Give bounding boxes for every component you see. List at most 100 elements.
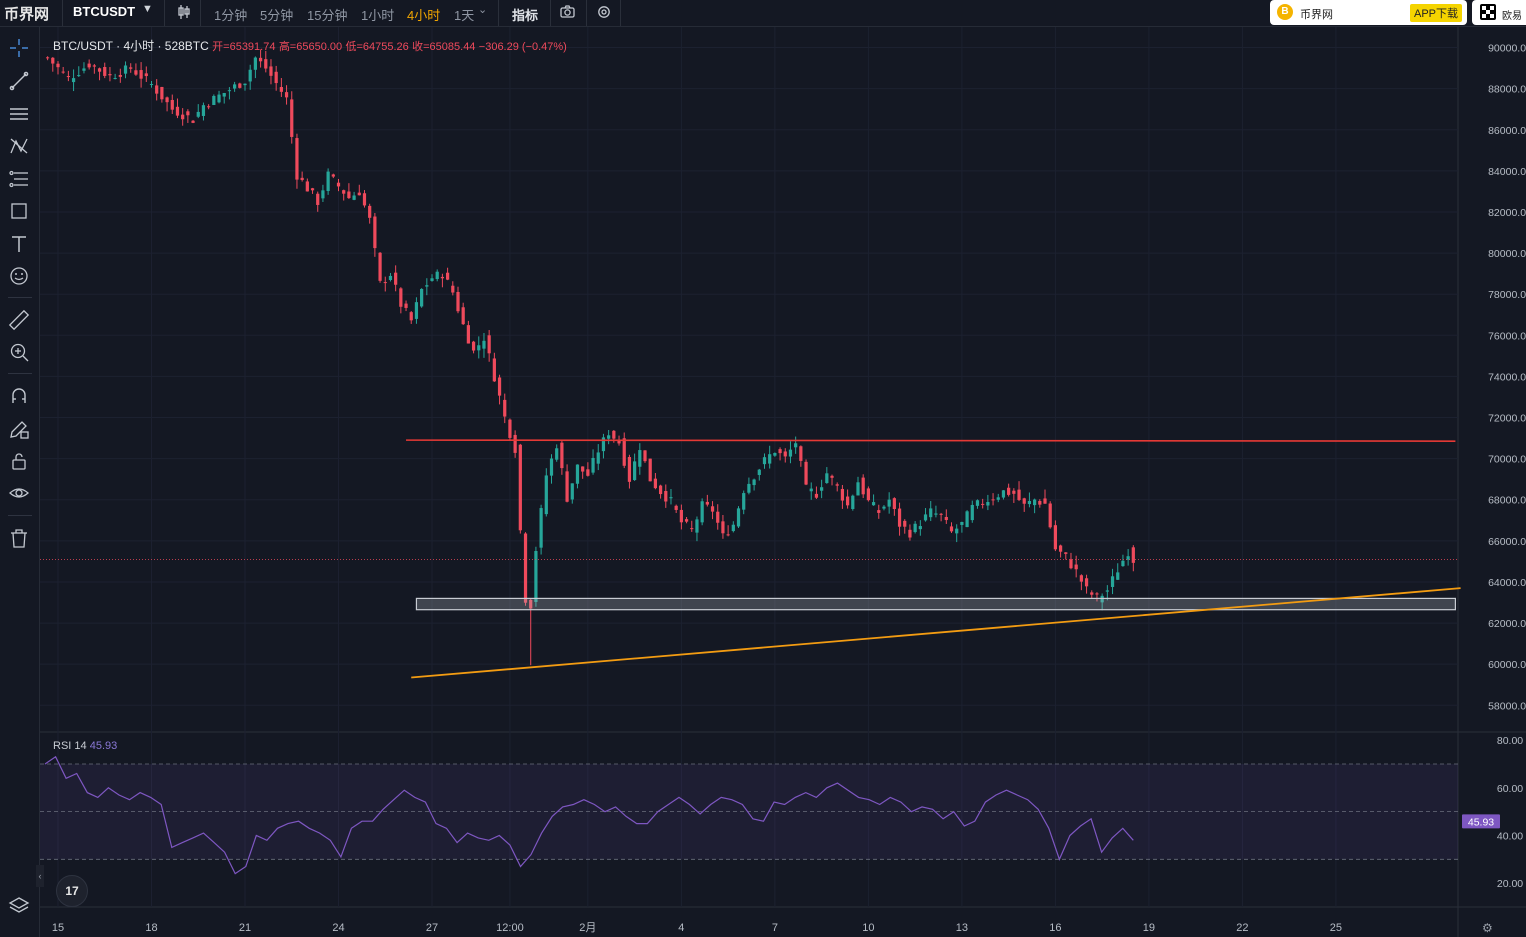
candle-body bbox=[207, 106, 211, 108]
candle-body bbox=[887, 499, 891, 507]
price-tick-label: 88000.00 bbox=[1488, 84, 1526, 96]
candle-body bbox=[1069, 559, 1073, 569]
candle-body bbox=[991, 499, 995, 501]
candle-body bbox=[783, 451, 787, 457]
x-tick-label: 18 bbox=[145, 922, 157, 934]
candle-body bbox=[378, 252, 382, 281]
candle-body bbox=[77, 75, 81, 77]
price-tick-label: 86000.00 bbox=[1488, 125, 1526, 137]
trend-line-icon[interactable] bbox=[8, 70, 30, 92]
price-tick-label: 72000.00 bbox=[1488, 413, 1526, 425]
candle-body bbox=[674, 505, 678, 510]
candle-body bbox=[742, 493, 746, 510]
toolbar-divider bbox=[550, 0, 551, 26]
candle-body bbox=[851, 495, 855, 510]
candle-body bbox=[1090, 592, 1094, 595]
candle-body bbox=[778, 449, 782, 454]
sidebar-divider bbox=[8, 515, 32, 516]
candle-body bbox=[1079, 575, 1083, 582]
candle-body bbox=[103, 67, 107, 76]
tradingview-logo-icon[interactable]: 17 bbox=[56, 875, 88, 907]
candle-body bbox=[586, 469, 590, 476]
timeframe-1h[interactable]: 1小时 bbox=[361, 8, 395, 23]
candle-body bbox=[986, 502, 990, 506]
toolbar-divider bbox=[164, 0, 165, 26]
settings-icon[interactable]: ⚙ bbox=[1482, 921, 1493, 935]
eye-icon[interactable] bbox=[8, 482, 30, 504]
exchange-banner[interactable]: 欧易 bbox=[1472, 0, 1526, 25]
site-logo[interactable]: 币界网 bbox=[4, 6, 50, 23]
candle-body bbox=[222, 92, 226, 97]
candle-body bbox=[321, 190, 325, 199]
settings-icon[interactable] bbox=[597, 5, 611, 22]
candle-body bbox=[368, 205, 372, 218]
price-tick-label: 78000.00 bbox=[1488, 289, 1526, 301]
collapse-panel-button[interactable]: ‹ bbox=[36, 865, 44, 887]
price-chart[interactable]: 15 18 21 24 27 12:00 2月 4 7 10 13 16 19 22 25 90000.00 8… bbox=[40, 27, 1526, 937]
ruler-icon[interactable] bbox=[8, 309, 30, 331]
candle-body bbox=[555, 448, 559, 460]
app-download-banner[interactable]: B 币界网 APP下载 bbox=[1270, 0, 1467, 25]
chevron-down-icon[interactable]: ▼ bbox=[142, 3, 153, 15]
candle-body bbox=[414, 302, 419, 319]
rectangle-icon[interactable] bbox=[8, 200, 30, 222]
zoom-in-icon[interactable] bbox=[8, 341, 30, 363]
candle-body bbox=[383, 282, 387, 284]
x-tick-label: 15 bbox=[52, 922, 64, 934]
indicators-button[interactable]: 指标 bbox=[512, 8, 539, 23]
candle-body bbox=[477, 345, 481, 351]
layers-icon[interactable] bbox=[8, 895, 30, 917]
candle-body bbox=[809, 488, 813, 492]
timeframe-15m[interactable]: 15分钟 bbox=[307, 8, 348, 23]
symbol-selector[interactable]: BTCUSDT bbox=[73, 4, 136, 19]
chart-legend: BTC/USDT · 4小时 · 528BTC 开=65391.74 高=656… bbox=[53, 37, 567, 54]
pattern-icon[interactable] bbox=[8, 135, 30, 157]
candle-body bbox=[918, 526, 922, 530]
trash-icon[interactable] bbox=[8, 527, 30, 549]
candle-body bbox=[508, 419, 512, 438]
emoji-icon[interactable] bbox=[8, 265, 30, 287]
candle-body bbox=[264, 59, 268, 69]
magnet-icon[interactable] bbox=[8, 385, 30, 407]
toolbar-divider bbox=[586, 0, 587, 26]
bar-style-icon[interactable] bbox=[177, 4, 191, 23]
candle-body bbox=[768, 454, 772, 464]
candle-body bbox=[601, 437, 606, 452]
candle-body bbox=[607, 435, 611, 439]
candle-body bbox=[513, 434, 517, 453]
candle-body bbox=[726, 534, 730, 536]
rsi-tick-label: 80.00 bbox=[1497, 735, 1523, 747]
candle-body bbox=[835, 484, 839, 486]
candle-body bbox=[981, 503, 985, 505]
chevron-down-icon[interactable]: ⌄ bbox=[478, 4, 488, 16]
candle-body bbox=[191, 120, 195, 123]
camera-icon[interactable] bbox=[560, 5, 575, 21]
candle-body bbox=[591, 457, 595, 473]
candle-body bbox=[212, 95, 216, 106]
candle-body bbox=[347, 191, 351, 199]
candle-body bbox=[108, 74, 112, 76]
fib-icon[interactable] bbox=[8, 168, 30, 190]
candle-body bbox=[1017, 489, 1021, 500]
text-icon[interactable] bbox=[8, 233, 30, 255]
candle-body bbox=[757, 469, 761, 475]
lock-icon[interactable] bbox=[8, 450, 30, 472]
timeframe-4h[interactable]: 4小时 bbox=[407, 8, 441, 23]
support-zone bbox=[415, 597, 1457, 611]
price-tick-label: 80000.00 bbox=[1488, 248, 1526, 260]
price-tick-label: 60000.00 bbox=[1488, 659, 1526, 671]
timeframe-1m[interactable]: 1分钟 bbox=[214, 8, 248, 23]
candle-body bbox=[1105, 590, 1109, 592]
candle-body bbox=[1038, 500, 1042, 505]
crosshair-icon[interactable] bbox=[8, 37, 30, 59]
candle-body bbox=[736, 508, 741, 527]
horizontal-lines-icon[interactable] bbox=[8, 103, 30, 125]
candle-body bbox=[664, 490, 668, 502]
candle-body bbox=[804, 461, 808, 485]
candle-body bbox=[503, 399, 507, 417]
timeframe-1d[interactable]: 1天 bbox=[454, 8, 475, 23]
candle-body bbox=[336, 182, 341, 187]
timeframe-5m[interactable]: 5分钟 bbox=[260, 8, 294, 23]
app-download-button[interactable]: APP下载 bbox=[1410, 4, 1463, 22]
pencil-lock-icon[interactable] bbox=[8, 418, 30, 440]
